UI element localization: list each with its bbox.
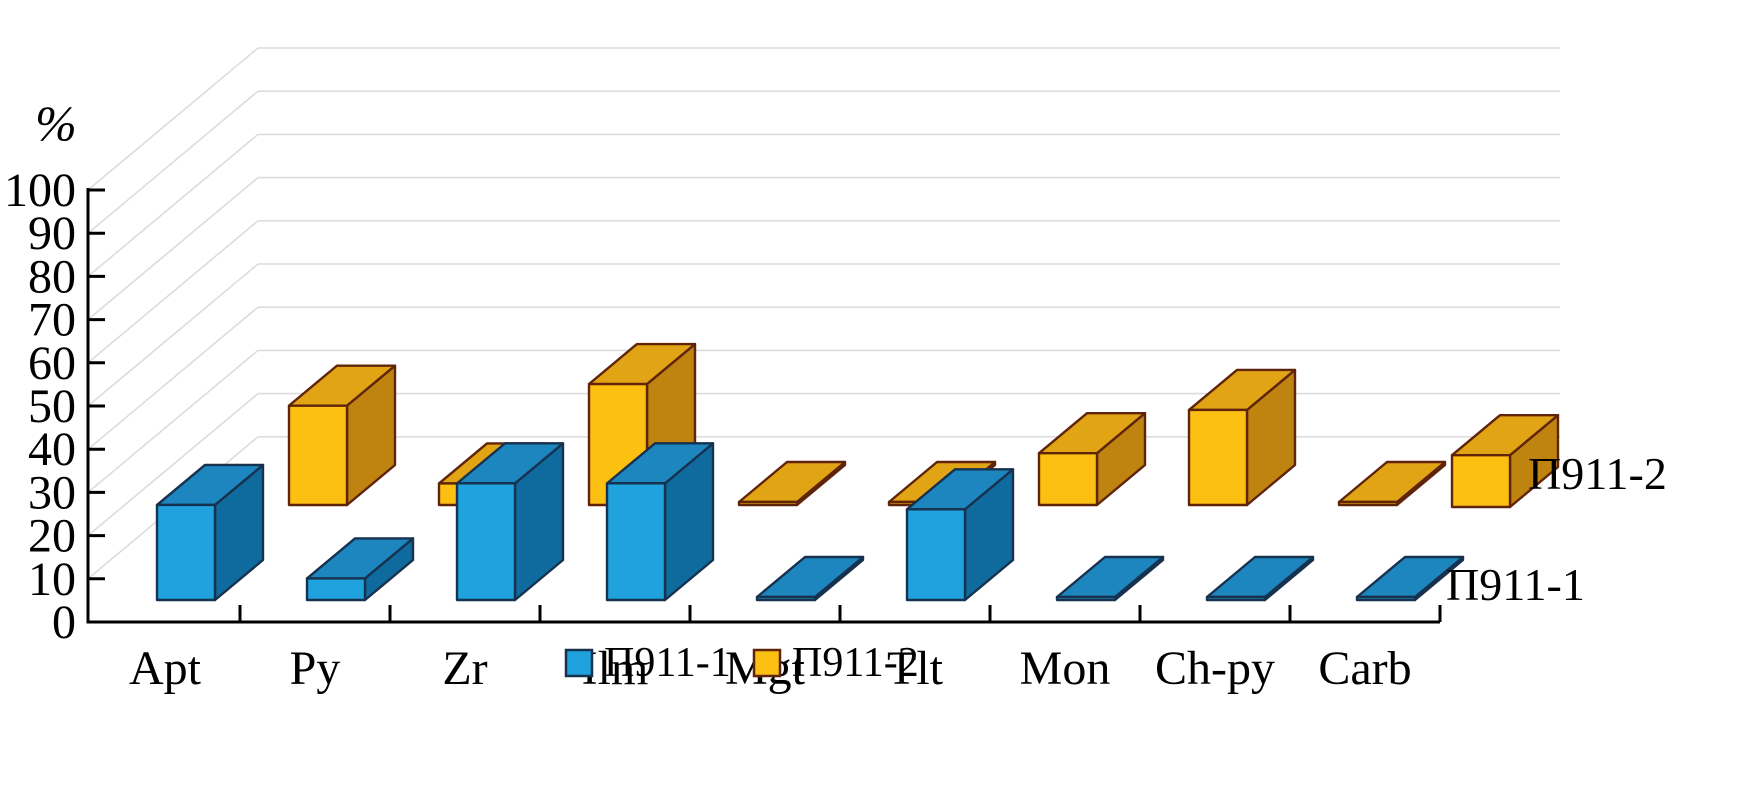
bar-front-py-front <box>305 577 367 602</box>
bar-front-ch-py-top <box>1205 555 1315 599</box>
x-category-label: Apt <box>129 642 202 695</box>
row-label-back: П911-2 <box>1528 448 1667 499</box>
gridline-diagonal <box>87 176 259 321</box>
row-end-marker-box-front <box>1450 453 1512 509</box>
y-tick-label: 10 <box>28 553 76 606</box>
x-category-label: Mon <box>1020 642 1111 695</box>
bar-back-ch-py-front <box>1187 408 1249 507</box>
y-tick-label: 0 <box>52 596 76 649</box>
gridline-diagonal <box>87 47 259 191</box>
gridline-diagonal <box>87 133 259 278</box>
bar-back-mon-front <box>1037 451 1099 507</box>
y-tick-label: 90 <box>28 207 76 260</box>
gridline-diagonal <box>87 306 259 450</box>
gridline-diagonal <box>87 90 259 234</box>
legend-label-1: П911-2 <box>792 640 919 686</box>
gridline-diagonal <box>87 263 259 407</box>
y-tick-label: 100 <box>4 164 76 217</box>
y-tick-label: 50 <box>28 380 76 433</box>
x-category-label: Tlt <box>887 642 944 695</box>
gridline-diagonal <box>87 392 259 537</box>
gridline-diagonal <box>87 349 259 494</box>
x-category-label: Zr <box>442 642 487 695</box>
y-tick-label: 30 <box>28 466 76 519</box>
x-category-label: Carb <box>1318 642 1411 695</box>
bar-front-tlt-front <box>905 508 967 602</box>
bar-front-mon-front <box>1055 595 1117 602</box>
x-category-label: Py <box>290 642 341 695</box>
y-tick-label: 80 <box>28 250 76 303</box>
gridline-diagonal <box>87 220 259 364</box>
y-tick-label: 40 <box>28 423 76 476</box>
y-tick-label: 70 <box>28 294 76 347</box>
y-axis-unit-label: % <box>35 95 77 151</box>
legend-swatch-1 <box>752 648 782 678</box>
bar-front-ch-py-front <box>1205 595 1267 602</box>
bar-front-ilm-front <box>605 482 667 602</box>
bar-front-mgt-top <box>755 555 865 599</box>
legend-label-0: П911-1 <box>604 640 731 686</box>
row-label-front: П911-1 <box>1446 559 1585 610</box>
y-tick-label: 20 <box>28 510 76 563</box>
bar-back-mgt-front <box>737 500 799 507</box>
bar-front-mon-top <box>1055 555 1165 599</box>
bar-back-mgt-top <box>737 460 847 504</box>
bar-front-mgt-front <box>755 595 817 602</box>
bar-back-carb-front <box>1337 500 1399 507</box>
bar-back-py-front <box>287 404 349 507</box>
y-tick-label: 60 <box>28 337 76 390</box>
x-category-label: Ch-py <box>1155 642 1275 695</box>
bar-front-zr-front <box>455 482 517 602</box>
bar-back-carb-top <box>1337 460 1447 504</box>
bar-front-apt-front <box>155 503 217 602</box>
legend-swatch-0 <box>564 648 594 678</box>
bar-front-carb-front <box>1355 595 1417 602</box>
